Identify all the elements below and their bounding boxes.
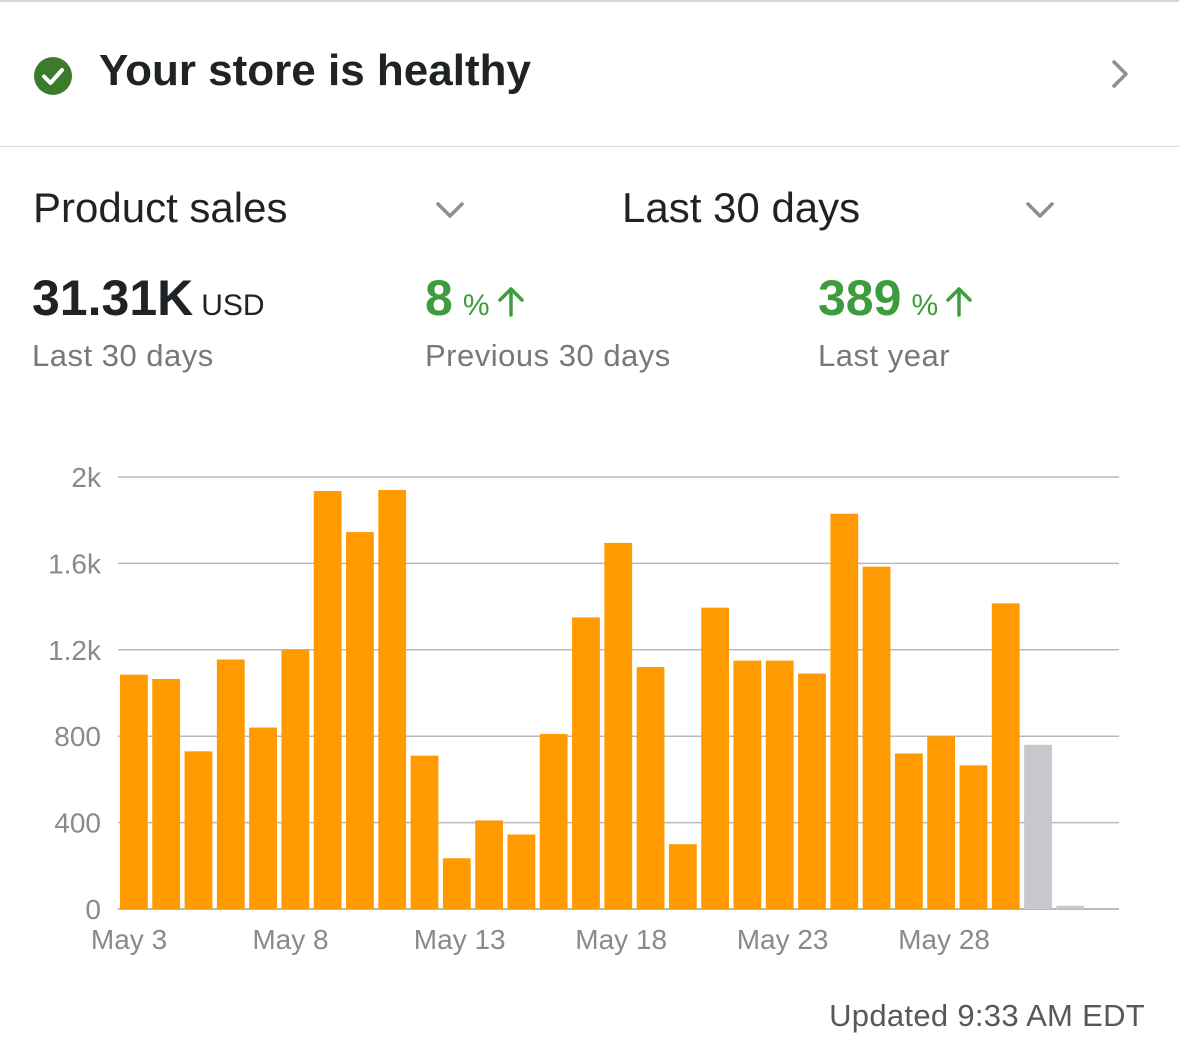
y-tick-label: 800 <box>54 721 101 752</box>
chart-bar <box>378 489 407 909</box>
sales-bar-chart: 0 400 800 1.2k 1.6k 2k May 3 May 8 May 13 May 18 M… <box>48 462 1119 955</box>
x-tick-label: May 13 <box>414 924 506 955</box>
last-year-label: Last year <box>818 338 951 373</box>
period-dropdown-label: Last 30 days <box>622 184 861 231</box>
chart-bar <box>249 727 277 909</box>
chart-bar <box>410 755 439 909</box>
total-sales-value-row: 31.31K USD <box>32 268 265 336</box>
total-sales-value: 31.31K <box>32 270 194 326</box>
x-tick-label: May 3 <box>91 924 167 955</box>
y-tick-label: 1.6k <box>48 548 102 579</box>
chart-bar <box>572 617 600 909</box>
chart-bar <box>604 542 633 909</box>
x-tick-label: May 18 <box>575 924 667 955</box>
chevron-down-icon <box>436 202 464 218</box>
chart-bar <box>184 751 213 909</box>
period-dropdown[interactable]: Last 30 days <box>622 160 1062 256</box>
chart-bar <box>313 491 342 909</box>
x-tick-label: May 28 <box>898 924 990 955</box>
chart-bar <box>152 678 181 909</box>
arrow-up-icon <box>497 287 524 317</box>
chart-bar <box>927 736 956 909</box>
chevron-down-icon <box>1026 202 1054 218</box>
previous-period-label: Previous 30 days <box>425 338 671 373</box>
store-health-title: Your store is healthy <box>99 46 531 95</box>
chart-bar <box>1024 744 1052 909</box>
previous-period-value: 8 <box>425 270 453 326</box>
y-tick-label: 400 <box>54 808 101 839</box>
last-year-metric: 389% Last year <box>818 268 974 374</box>
total-sales-unit: USD <box>201 289 265 322</box>
chart-bar <box>507 834 536 909</box>
chart-bar <box>959 765 988 909</box>
chart-bar <box>216 659 245 909</box>
previous-period-metric: 8% Previous 30 days <box>425 268 671 374</box>
chart-bar <box>862 566 891 909</box>
metric-dropdown[interactable]: Product sales <box>33 160 473 256</box>
check-circle-icon <box>34 57 72 95</box>
chart-bar <box>894 753 923 909</box>
y-tick-label: 1.2k <box>48 635 102 666</box>
metric-dropdown-label: Product sales <box>33 184 288 231</box>
chevron-right-icon[interactable] <box>1108 58 1132 90</box>
arrow-up-icon <box>946 287 972 317</box>
chart-bar <box>668 844 697 909</box>
last-year-value-row: 389% <box>818 268 974 336</box>
chart-bar <box>1056 905 1085 909</box>
last-year-unit: % <box>911 289 939 322</box>
chart-bar <box>830 513 859 909</box>
previous-period-value-row: 8% <box>425 268 671 336</box>
updated-timestamp: Updated 9:33 AM EDT <box>829 998 1145 1033</box>
chart-bar <box>346 532 374 909</box>
x-tick-label: May 23 <box>737 924 829 955</box>
chart-bar <box>798 673 826 909</box>
chart-bar <box>636 667 665 909</box>
chart-bar <box>991 603 1020 909</box>
chart-bar <box>765 660 794 909</box>
previous-period-unit: % <box>462 289 490 322</box>
chart-bar <box>281 649 310 909</box>
total-sales-metric: 31.31K USD Last 30 days <box>32 268 265 374</box>
y-tick-label: 0 <box>85 894 101 925</box>
top-rule <box>0 0 1179 2</box>
chart-bar <box>733 660 762 909</box>
total-sales-label: Last 30 days <box>32 338 214 373</box>
store-health-row[interactable]: Your store is healthy <box>0 2 1179 146</box>
section-divider <box>0 146 1179 147</box>
chart-bar <box>701 607 730 909</box>
y-tick-label: 2k <box>71 462 102 493</box>
last-year-value: 389 <box>818 270 902 326</box>
chart-bar <box>475 820 503 909</box>
x-tick-label: May 8 <box>252 924 328 955</box>
chart-bar <box>120 674 148 909</box>
chart-bar <box>539 734 568 909</box>
chart-bar <box>442 858 471 909</box>
